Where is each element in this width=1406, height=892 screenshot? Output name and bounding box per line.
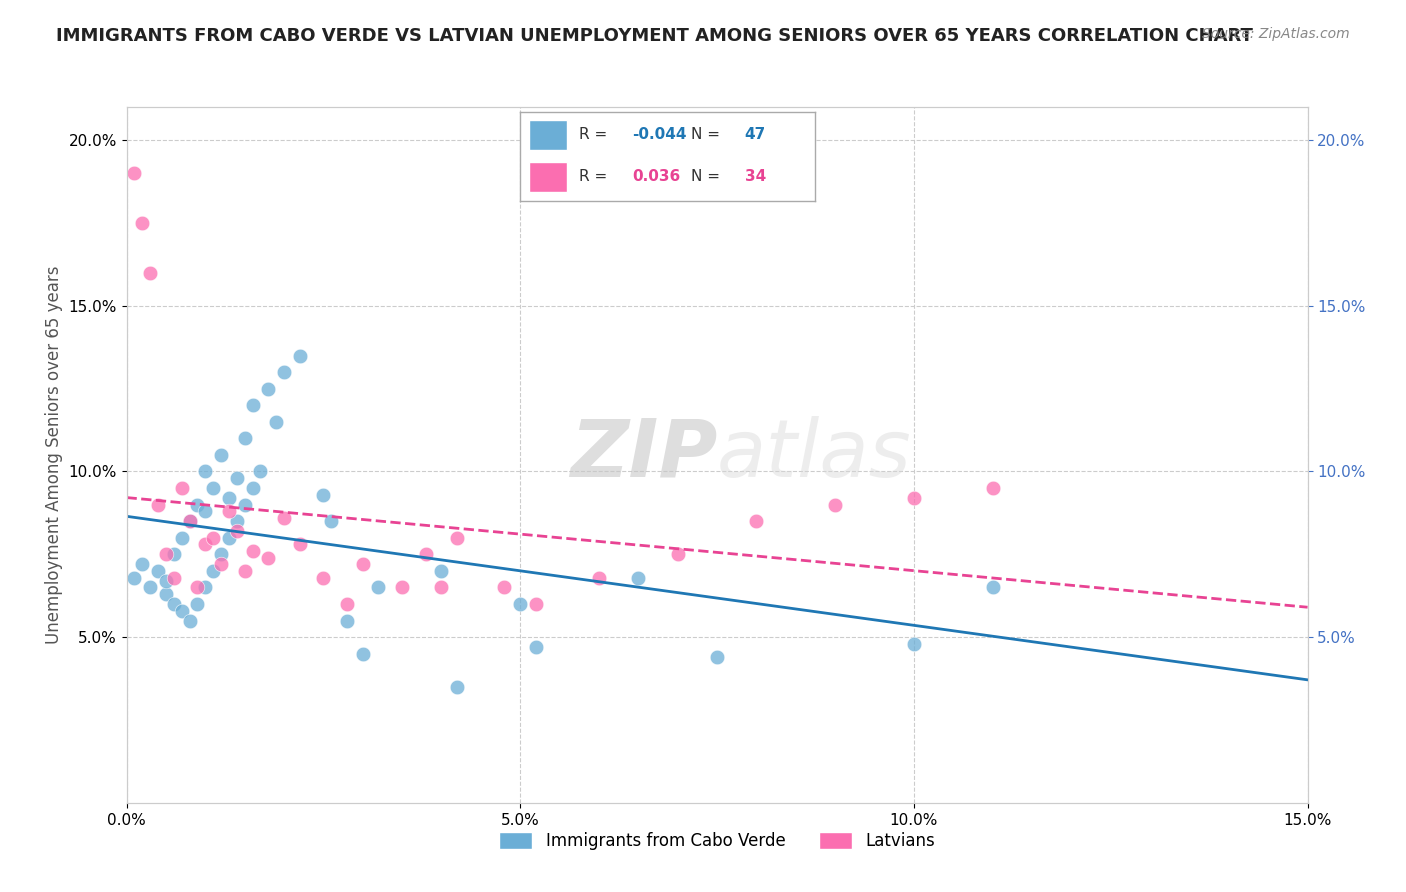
Point (218, 491, 240, 505)
Point (163, 570, 186, 584)
Point (352, 647, 374, 661)
Point (745, 514, 768, 528)
Y-axis label: Unemployment Among Seniors over 65 years: Unemployment Among Seniors over 65 years (45, 266, 63, 644)
Point (257, 550, 280, 565)
Point (202, 564, 225, 578)
Point (706, 650, 728, 665)
Point (179, 514, 201, 528)
Point (415, 547, 437, 561)
Point (186, 581, 208, 595)
Point (131, 558, 153, 572)
Point (824, 498, 846, 512)
Point (179, 514, 201, 528)
Point (233, 498, 256, 512)
Text: N =: N = (692, 169, 725, 184)
Point (273, 365, 295, 379)
Point (209, 448, 232, 462)
Point (242, 398, 264, 412)
Point (170, 531, 193, 545)
Point (524, 640, 547, 654)
Point (264, 415, 287, 429)
Point (146, 564, 169, 578)
Point (124, 570, 146, 584)
Point (155, 587, 177, 601)
Point (273, 511, 295, 525)
Point (312, 570, 335, 584)
Point (186, 597, 208, 611)
Point (194, 504, 217, 518)
Point (225, 471, 247, 485)
Point (981, 481, 1004, 495)
Point (627, 570, 650, 584)
Point (170, 481, 193, 495)
Point (209, 547, 232, 561)
Point (194, 537, 217, 551)
Point (446, 680, 468, 694)
Point (312, 488, 335, 502)
Text: 47: 47 (745, 128, 766, 142)
Point (288, 537, 311, 551)
Point (903, 637, 925, 651)
Point (186, 498, 208, 512)
Point (367, 581, 389, 595)
Point (981, 581, 1004, 595)
Point (249, 465, 271, 479)
Point (509, 597, 531, 611)
Point (524, 597, 547, 611)
Point (146, 498, 169, 512)
Text: R =: R = (579, 169, 613, 184)
Point (225, 524, 247, 538)
Point (179, 614, 201, 628)
Text: ZIP: ZIP (569, 416, 717, 494)
Point (139, 581, 162, 595)
Text: -0.044: -0.044 (633, 128, 688, 142)
Text: IMMIGRANTS FROM CABO VERDE VS LATVIAN UNEMPLOYMENT AMONG SENIORS OVER 65 YEARS C: IMMIGRANTS FROM CABO VERDE VS LATVIAN UN… (56, 27, 1253, 45)
Point (391, 581, 413, 595)
Point (194, 465, 217, 479)
Point (194, 581, 217, 595)
Point (202, 531, 225, 545)
Point (242, 544, 264, 558)
Point (170, 604, 193, 618)
Text: atlas: atlas (717, 416, 912, 494)
Point (155, 574, 177, 588)
Bar (529, 162, 568, 192)
Point (218, 504, 240, 518)
Point (352, 558, 374, 572)
Point (163, 597, 186, 611)
Point (163, 547, 186, 561)
Legend: Immigrants from Cabo Verde, Latvians: Immigrants from Cabo Verde, Latvians (492, 826, 942, 857)
Point (588, 570, 610, 584)
Point (288, 349, 311, 363)
Bar (529, 120, 568, 150)
Point (225, 514, 247, 528)
Text: 34: 34 (745, 169, 766, 184)
Point (430, 581, 453, 595)
Text: Source: ZipAtlas.com: Source: ZipAtlas.com (1202, 27, 1350, 41)
Point (202, 481, 225, 495)
Point (155, 547, 177, 561)
Point (131, 216, 153, 230)
Point (233, 431, 256, 445)
Point (430, 564, 453, 578)
Text: 0.036: 0.036 (633, 169, 681, 184)
Text: N =: N = (692, 128, 725, 142)
Point (336, 614, 359, 628)
Point (494, 581, 516, 595)
Point (139, 266, 162, 280)
Point (218, 531, 240, 545)
Point (336, 597, 359, 611)
Point (321, 514, 343, 528)
Text: R =: R = (579, 128, 613, 142)
Point (903, 491, 925, 505)
Point (257, 382, 280, 396)
Point (242, 481, 264, 495)
Point (666, 547, 689, 561)
Point (233, 564, 256, 578)
Point (124, 166, 146, 180)
Point (446, 531, 468, 545)
Point (209, 558, 232, 572)
